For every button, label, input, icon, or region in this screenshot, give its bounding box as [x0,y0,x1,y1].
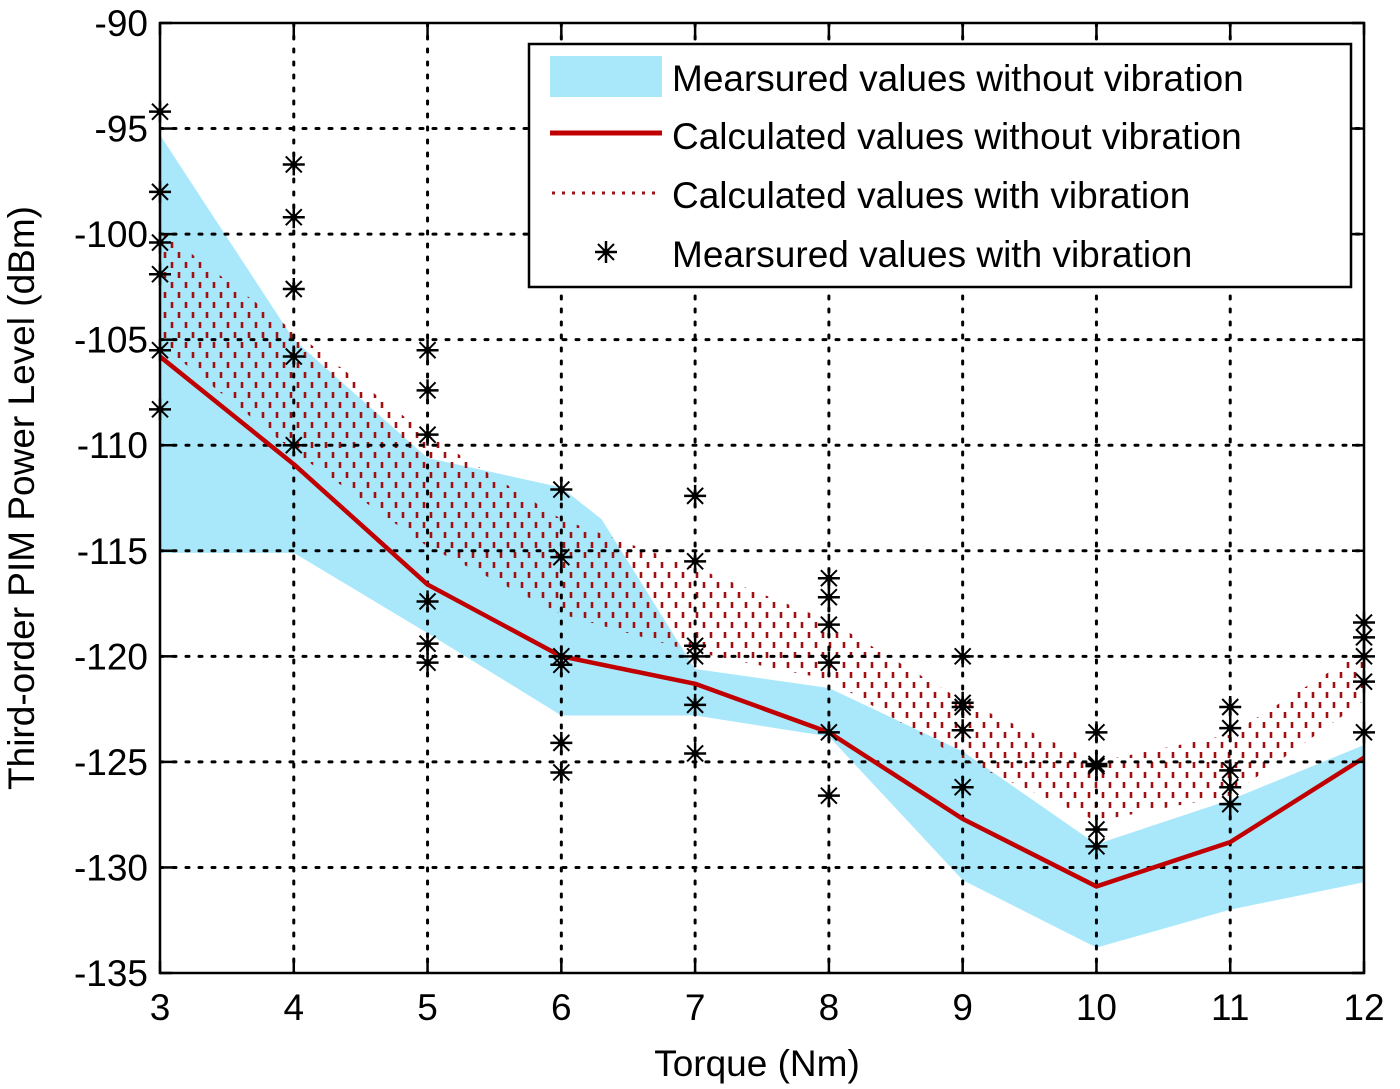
plot-frame [158,21,1366,975]
x-tick-label: 7 [685,987,706,1028]
y-tick-label: -100 [74,214,148,255]
legend-swatch-asterisk [595,241,617,263]
x-tick-label: 9 [952,987,973,1028]
y-tick-label: -130 [74,847,148,888]
x-tick-label: 11 [1211,987,1249,1028]
measured-with-vibration-point [416,590,439,613]
measured-with-vibration-point [951,696,974,718]
measured-with-vibration-point [817,613,840,636]
measured-with-vibration-point [951,645,974,668]
measured-with-vibration-point [1085,755,1108,778]
x-tick-label: 4 [283,987,304,1028]
legend-label-measured-with: Mearsured values with vibration [672,234,1192,275]
measured-with-vibration-point [817,651,840,674]
asterisk-icon [595,241,617,263]
measured-with-vibration-point [951,719,974,742]
measured-with-vibration-point [282,434,305,457]
measured-with-vibration-point [817,721,840,744]
x-tick-label: 8 [819,987,840,1028]
legend: Mearsured values without vibration Calcu… [527,42,1353,289]
legend-swatch-band [550,56,662,97]
measured-with-vibration-point [684,645,707,668]
measured-with-vibration-point [951,776,974,799]
measured-with-vibration-point [684,550,707,573]
legend-label-calculated-without: Calculated values without vibration [672,116,1242,157]
measured-with-vibration-point [550,761,573,784]
measured-with-vibration-point [416,651,439,674]
x-tick-label: 3 [150,987,171,1028]
measured-with-vibration-point [416,632,439,655]
y-tick-label: -115 [77,531,148,572]
y-tick-label: -90 [95,3,148,44]
y-tick-labels: -90 -95 -100 -105 -110 -115 -120 -125 -130 -135 [74,3,148,994]
measured-with-vibration-point [817,586,840,609]
y-tick-label: -110 [77,425,148,466]
measured-with-vibration-point [416,423,439,446]
measured-with-vibration-point [282,345,305,368]
x-tick-labels: 3 4 5 6 7 8 9 10 11 12 [150,987,1385,1028]
y-tick-label: -125 [74,742,148,783]
y-tick-label: -95 [95,109,148,150]
measured-with-vibration-point [684,693,707,716]
legend-label-calculated-with: Calculated values with vibration [672,175,1190,216]
calculated-with-vibration-band [160,229,1364,821]
measured-with-vibration-point [1219,696,1242,718]
measured-with-vibration-point [1085,835,1108,858]
measured-without-vibration-band [160,134,1364,948]
measured-with-vibration-point [1085,818,1108,841]
measured-with-vibration-point [684,742,707,765]
measured-with-vibration-point [282,278,305,300]
measured-with-vibration-point [550,478,573,501]
measured-with-vibration-point [282,153,305,176]
y-tick-label: -135 [74,953,148,994]
measured-with-vibration-point [817,567,840,590]
measured-with-vibration-point [550,546,573,569]
x-tick-label: 6 [551,987,572,1028]
x-tick-label: 5 [417,987,438,1028]
measured-with-vibration-point [282,206,305,229]
axis-ticks [158,21,1366,975]
measured-with-vibration-point [550,653,573,676]
y-tick-label: -105 [74,320,148,361]
measured-with-vibration-point [1085,721,1108,744]
y-tick-label: -120 [74,636,148,677]
legend-label-measured-without: Mearsured values without vibration [672,58,1244,99]
measured-with-vibration-point [1219,717,1242,740]
legend-box [527,42,1353,289]
measured-with-vibration-point [684,484,707,507]
x-tick-label: 12 [1343,987,1384,1028]
y-axis-title: Third-order PIM Power Level (dBm) [1,206,42,790]
x-axis-title: Torque (Nm) [654,1043,860,1084]
measured-with-vibration-point [817,784,840,807]
x-tick-label: 10 [1076,987,1117,1028]
measured-with-vibration-point [550,731,573,754]
calculated-without-vibration-line [160,354,1364,889]
measured-with-vibration-point [416,339,439,362]
measured-with-vibration-point [416,379,439,402]
measured-with-vibration-point [1219,793,1242,816]
